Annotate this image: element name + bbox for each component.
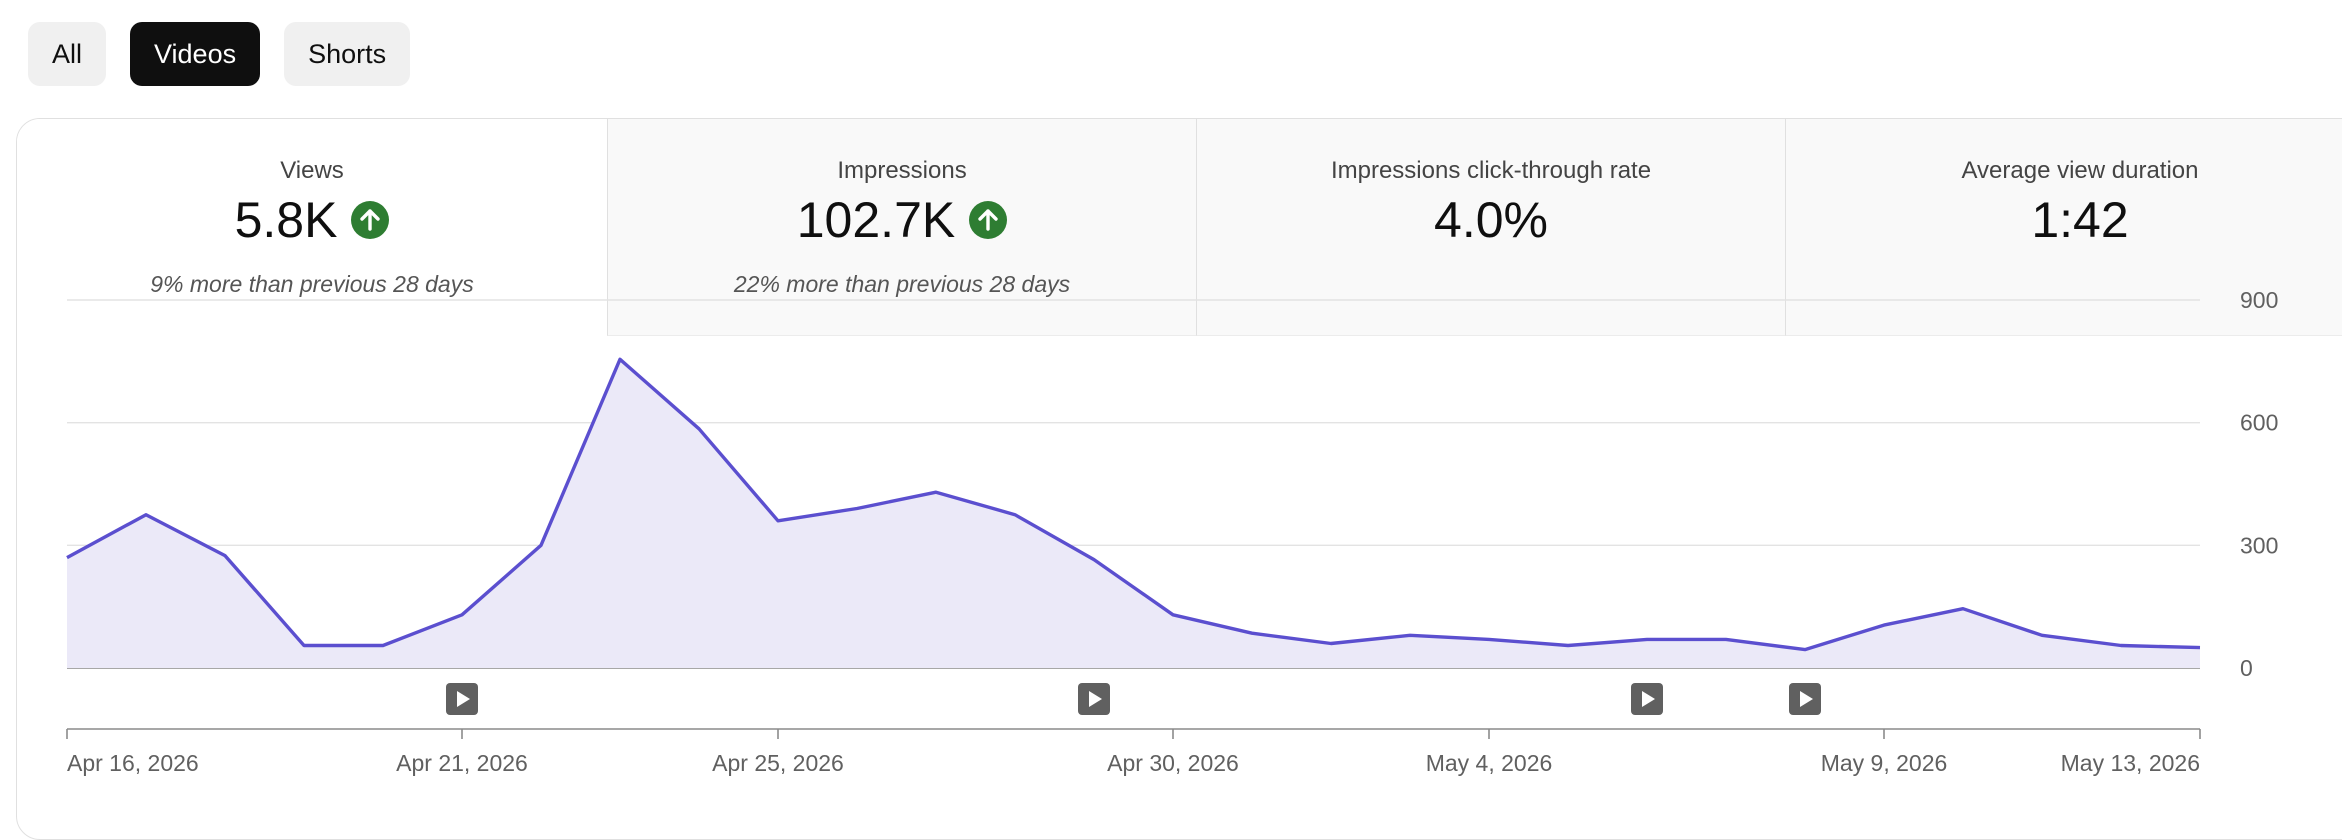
metric-value: 5.8K <box>234 192 338 248</box>
data-point <box>1565 643 1571 649</box>
play-icon <box>1089 691 1102 707</box>
x-tick-label: May 4, 2026 <box>1426 750 1553 776</box>
trend-up-icon <box>351 201 390 239</box>
play-icon <box>1800 691 1813 707</box>
content-type-filter: All Videos Shorts <box>28 22 411 86</box>
x-tick-label: Apr 16, 2026 <box>67 750 199 776</box>
data-point <box>538 542 544 548</box>
data-point <box>1328 641 1334 647</box>
metric-value: 4.0% <box>1434 192 1548 248</box>
metric-comparison: 9% more than previous 28 days <box>150 271 474 297</box>
data-point <box>1091 557 1097 563</box>
metric-comparison: 22% more than previous 28 days <box>733 271 1071 297</box>
metric-value-row: 102.7K <box>608 191 1196 249</box>
x-tick-label: Apr 25, 2026 <box>712 750 844 776</box>
y-tick-label: 900 <box>2240 287 2278 313</box>
filter-chip-videos[interactable]: Videos <box>130 22 261 86</box>
x-tick-label: Apr 21, 2026 <box>396 750 528 776</box>
filter-chip-shorts[interactable]: Shorts <box>284 22 411 86</box>
data-point <box>775 518 781 524</box>
metric-value-row: 5.8K <box>17 191 607 249</box>
data-point <box>933 489 939 495</box>
metric-label: Impressions click-through rate <box>1330 157 1652 184</box>
data-point <box>143 512 149 518</box>
data-point <box>380 643 386 649</box>
metric-label: Average view duration <box>1961 157 2199 184</box>
data-point <box>1802 647 1808 653</box>
views-area-chart: 0 300 600 900 Apr 16, 2026 Apr 21, 2026 Apr 25… <box>64 287 2278 776</box>
data-point <box>2197 645 2203 651</box>
data-point <box>854 506 860 512</box>
analytics-card: Views 5.8K 9% more than previous 28 days… <box>16 118 2342 840</box>
data-point <box>1012 512 1018 518</box>
metric-value-row: 4.0% <box>1197 191 1785 249</box>
filter-chip-all[interactable]: All <box>28 22 107 86</box>
data-point <box>301 643 307 649</box>
data-point <box>64 555 70 561</box>
series-area <box>67 359 2200 668</box>
x-tick-label: Apr 30, 2026 <box>1107 750 1239 776</box>
x-tick-label: May 13, 2026 <box>2061 750 2200 776</box>
play-icon <box>457 691 470 707</box>
data-point <box>1960 606 1966 612</box>
metric-label: Impressions <box>837 157 967 184</box>
y-tick-label: 0 <box>2240 655 2253 681</box>
data-point <box>1249 630 1255 636</box>
data-point <box>1170 612 1176 618</box>
data-point <box>696 426 702 432</box>
series-line <box>66 357 2201 652</box>
y-tick-label: 300 <box>2240 532 2278 558</box>
data-point <box>222 553 228 559</box>
data-point <box>2039 632 2045 638</box>
metric-value: 1:42 <box>2031 192 2129 248</box>
metric-value: 102.7K <box>796 192 956 248</box>
x-tick-label: May 9, 2026 <box>1821 750 1948 776</box>
data-point <box>459 612 465 618</box>
data-point <box>617 356 623 362</box>
y-tick-label: 600 <box>2240 410 2278 436</box>
data-point <box>1723 636 1729 642</box>
metric-value-row: 1:42 <box>1786 191 2342 249</box>
data-point <box>1881 622 1887 628</box>
data-point <box>1486 636 1492 642</box>
metric-label: Views <box>280 157 344 184</box>
play-icon <box>1642 691 1655 707</box>
data-point <box>1407 632 1413 638</box>
data-point <box>1644 636 1650 642</box>
data-point <box>2118 643 2124 649</box>
trend-up-icon <box>969 201 1008 239</box>
